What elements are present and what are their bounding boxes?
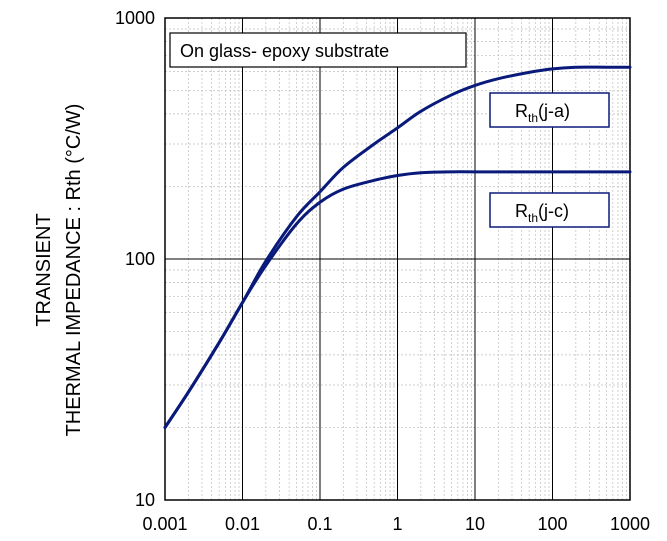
x-tick-label: 10 [465, 514, 485, 534]
x-tick-label: 0.001 [142, 514, 187, 534]
plot-frame [164, 17, 631, 501]
x-tick-label: 0.1 [307, 514, 332, 534]
annotation-text: On glass- epoxy substrate [180, 41, 389, 61]
y-axis-label-line2: THERMAL IMPEDANCE : Rth (°C/W) [63, 104, 85, 437]
legend-label-ja: Rth(j-a) [489, 92, 610, 128]
x-tick-label: 0.01 [225, 514, 260, 534]
y-tick-label: 1000 [115, 8, 155, 28]
x-tick-label: 1 [392, 514, 402, 534]
x-tick-label: 1000 [610, 514, 650, 534]
annotation-box: On glass- epoxy substrate [169, 32, 467, 68]
x-tick-labels: 0.001 0.01 0.1 1 10 100 1000 [142, 514, 650, 534]
x-tick-label: 100 [537, 514, 567, 534]
y-tick-labels: 10 100 1000 [115, 8, 155, 510]
series-layer [163, 65, 632, 429]
y-tick-label: 100 [125, 249, 155, 269]
legend-label-jc-text: Rth(j-c) [515, 201, 569, 225]
major-grid [165, 18, 630, 500]
legend-label-ja-text: Rth(j-a) [515, 101, 570, 125]
series-line-rth-jc [163, 170, 632, 429]
legend-label-jc: Rth(j-c) [489, 192, 610, 228]
y-axis-label-line1: TRANSIENT [33, 213, 55, 326]
y-tick-label: 10 [135, 490, 155, 510]
